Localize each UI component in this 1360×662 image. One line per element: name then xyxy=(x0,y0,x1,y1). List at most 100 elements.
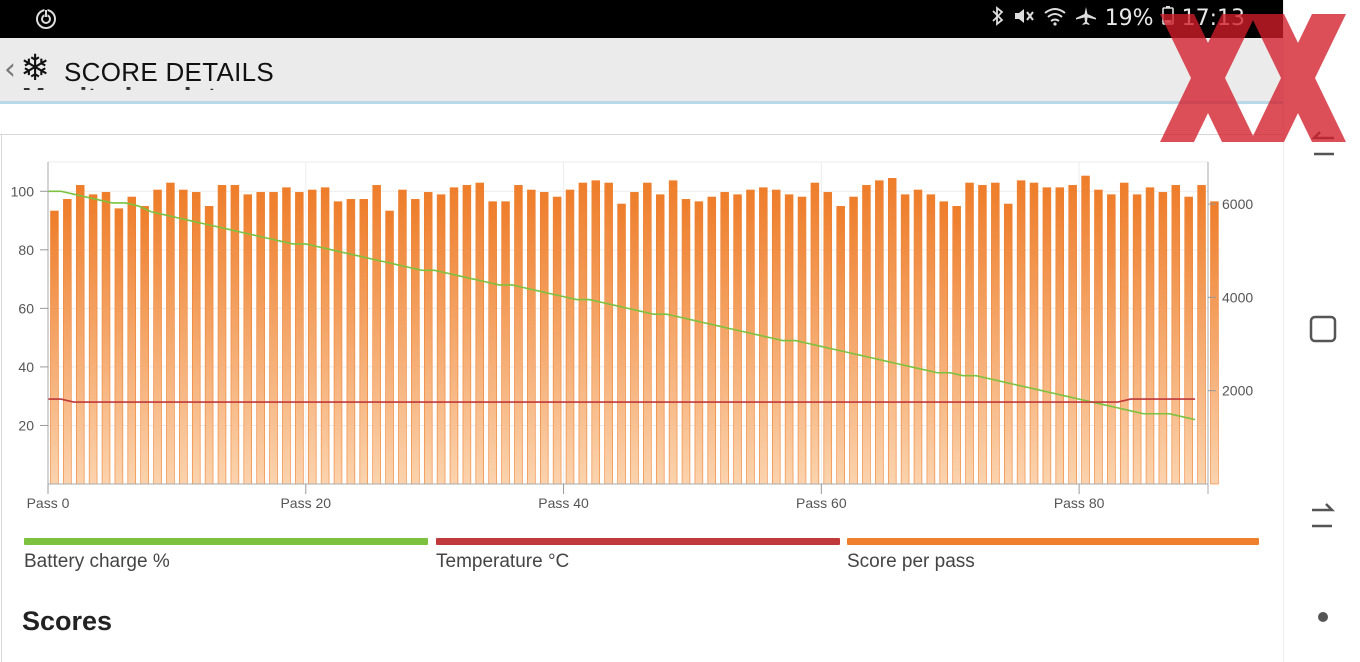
legend-label-temperature: Temperature °C xyxy=(436,551,570,572)
score-bar xyxy=(604,182,613,485)
score-bar xyxy=(140,206,149,485)
score-bar xyxy=(617,203,626,485)
score-bar xyxy=(565,189,575,485)
score-bar xyxy=(166,182,175,485)
score-bar xyxy=(359,199,369,485)
score-bar xyxy=(784,194,794,485)
score-bar xyxy=(423,192,433,485)
watermark-logo xyxy=(1160,14,1346,142)
score-bar xyxy=(436,194,446,485)
score-bar xyxy=(1094,189,1103,485)
legend-item-battery: Battery charge % xyxy=(24,538,428,578)
score-bar xyxy=(952,206,961,485)
score-bar xyxy=(243,194,253,485)
score-bar xyxy=(269,192,278,485)
score-bar xyxy=(398,189,407,485)
x-tick-label: Pass 0 xyxy=(27,495,70,511)
score-bar xyxy=(746,189,755,485)
right-tick-label: 2000 xyxy=(1222,383,1253,399)
score-bar xyxy=(475,182,485,485)
wifi-icon xyxy=(1043,6,1067,31)
mute-icon xyxy=(1013,6,1035,31)
score-bar xyxy=(707,196,717,485)
score-bar xyxy=(1119,182,1129,485)
score-bar xyxy=(320,187,330,485)
left-tick-label: 40 xyxy=(18,359,34,375)
score-bar xyxy=(849,196,858,485)
legend-swatch-battery xyxy=(24,538,428,545)
scores-heading: Scores xyxy=(22,606,113,636)
score-bar xyxy=(1107,194,1116,485)
score-bar xyxy=(1197,185,1206,485)
score-bar xyxy=(991,182,1000,485)
score-bar xyxy=(63,199,72,485)
score-bar xyxy=(862,185,871,485)
x-tick-label: Pass 40 xyxy=(538,495,589,511)
score-bar xyxy=(372,185,381,485)
x-tick-label: Pass 80 xyxy=(1054,495,1105,511)
airplane-icon xyxy=(1075,6,1097,31)
right-tick-label: 4000 xyxy=(1222,289,1253,305)
score-bar xyxy=(527,189,536,485)
battery-line xyxy=(48,190,1196,421)
recent-apps-icon[interactable] xyxy=(1284,500,1360,540)
dot-icon[interactable] xyxy=(1284,608,1360,627)
bluetooth-icon xyxy=(991,5,1005,31)
score-bar xyxy=(462,185,472,485)
score-bar xyxy=(978,185,987,485)
app-header: ‹ ❄ SCORE DETAILS xyxy=(0,38,1283,104)
score-bar xyxy=(578,182,588,485)
score-bar xyxy=(333,201,343,485)
score-bar xyxy=(449,187,459,485)
score-bar xyxy=(1055,187,1065,485)
x-tick-label: Pass 60 xyxy=(796,495,847,511)
score-bar xyxy=(514,185,523,485)
score-bar xyxy=(655,194,665,485)
content-area[interactable]: Monitoring data 20 40 60 80 100 2000 4000 6000 P… xyxy=(0,82,1283,662)
legend-label-battery: Battery charge % xyxy=(24,551,170,572)
score-bar xyxy=(295,192,304,485)
score-bar xyxy=(643,182,652,485)
score-bar xyxy=(797,196,807,485)
score-bar xyxy=(823,192,833,485)
score-bar xyxy=(307,189,317,485)
score-bar xyxy=(926,194,936,485)
score-bar xyxy=(1042,187,1052,485)
chevron-left-icon[interactable]: ‹ xyxy=(4,52,16,87)
score-bar xyxy=(385,210,394,485)
score-bar xyxy=(836,206,845,485)
status-bar: 19% 17:13 xyxy=(0,0,1283,38)
page-title: SCORE DETAILS xyxy=(64,57,275,87)
score-bar xyxy=(1132,194,1142,485)
score-bar xyxy=(204,206,214,485)
score-bar xyxy=(346,199,356,485)
score-bar xyxy=(681,199,691,485)
score-bar xyxy=(1068,185,1077,485)
score-bar xyxy=(965,182,974,485)
score-bar xyxy=(1016,180,1026,485)
score-bar xyxy=(411,199,420,485)
score-bar xyxy=(179,189,188,485)
score-bar xyxy=(630,192,639,485)
score-bar xyxy=(668,180,678,485)
score-bar xyxy=(488,201,497,485)
monitoring-chart: 20 40 60 80 100 2000 4000 6000 Pass 0 Pass 20 Pass… xyxy=(11,161,1253,511)
score-bar xyxy=(282,187,291,485)
legend-swatch-temperature xyxy=(436,538,840,545)
left-tick-label: 60 xyxy=(18,300,34,316)
legend-item-temperature: Temperature °C xyxy=(436,538,840,578)
score-bar xyxy=(1184,196,1193,485)
score-bar xyxy=(771,189,781,485)
card-border xyxy=(0,134,1283,135)
score-bar xyxy=(217,185,227,485)
score-bar xyxy=(875,180,884,485)
score-bar xyxy=(114,208,124,485)
left-tick-label: 80 xyxy=(18,242,34,258)
sync-icon xyxy=(34,7,58,36)
score-bar xyxy=(913,189,923,485)
left-tick-label: 20 xyxy=(18,417,34,433)
right-tick-label: 6000 xyxy=(1222,196,1253,212)
score-bar xyxy=(900,194,910,485)
home-icon[interactable] xyxy=(1284,314,1360,350)
score-bar xyxy=(1158,192,1168,485)
